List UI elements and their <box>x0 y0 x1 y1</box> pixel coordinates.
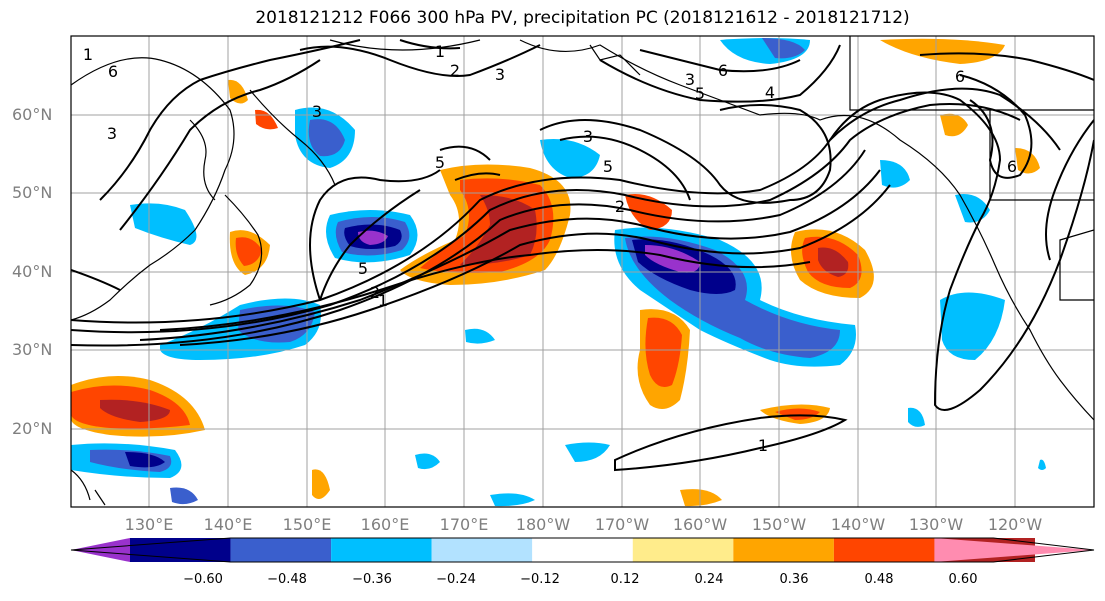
colorbar-tick-label: 0.12 <box>610 572 640 587</box>
contour-label: 1 <box>435 42 445 61</box>
contour-label: 4 <box>765 83 775 102</box>
colorbar-extend-max <box>934 538 1094 562</box>
longitude-label: 180°W <box>515 515 571 534</box>
colorbar-tick-label: −0.12 <box>520 572 560 587</box>
colorbar-segment <box>833 538 935 562</box>
latitude-label: 50°N <box>12 183 53 202</box>
contour-label: 6 <box>108 62 118 81</box>
contour-label: 1 <box>758 436 768 455</box>
contour-label: 6 <box>718 61 728 80</box>
contour-label: 5 <box>435 153 445 172</box>
colorbar-segment <box>532 538 633 562</box>
latitude-label: 20°N <box>12 419 53 438</box>
pv-contours <box>71 39 1094 472</box>
longitude-label: 150°E <box>282 515 332 534</box>
colorbar-segment <box>331 538 432 562</box>
colorbar-segment <box>733 538 834 562</box>
colorbar-segment <box>230 538 332 562</box>
latitude-label: 60°N <box>12 105 53 124</box>
contour-label: 2 <box>370 283 380 302</box>
colorbar-extend-min <box>71 538 130 562</box>
longitude-label: 130°E <box>124 515 174 534</box>
precip-shading <box>71 38 1046 507</box>
longitude-label: 130°W <box>908 515 964 534</box>
contour-label: 3 <box>312 102 322 121</box>
longitude-label: 160°E <box>360 515 410 534</box>
contour-label: 3 <box>495 65 505 84</box>
latitude-label: 30°N <box>12 340 53 359</box>
longitude-label: 150°W <box>751 515 807 534</box>
longitude-label: 140°E <box>203 515 253 534</box>
longitude-label: 160°W <box>672 515 728 534</box>
colorbar-segment <box>431 538 533 562</box>
contour-label: 1 <box>378 291 388 310</box>
colorbar <box>70 537 1095 563</box>
longitude-label: 140°W <box>830 515 886 534</box>
colorbar-tick-label: 0.60 <box>948 572 978 587</box>
colorbar-tick-label: 0.48 <box>864 572 894 587</box>
contour-label: 5 <box>603 157 613 176</box>
contour-label: 5 <box>358 259 368 278</box>
contour-label: 5 <box>695 84 705 103</box>
contour-label: 6 <box>955 67 965 86</box>
contour-label: 3 <box>685 70 695 89</box>
colorbar-tick-label: −0.24 <box>436 572 476 587</box>
contour-label: 1 <box>83 45 93 64</box>
contour-label: 2 <box>450 61 460 80</box>
map-title: 2018121212 F066 300 hPa PV, precipitatio… <box>255 8 910 28</box>
colorbar-segment <box>632 538 734 562</box>
longitude-label: 120°W <box>987 515 1043 534</box>
colorbar-tick-label: −0.36 <box>352 572 392 587</box>
map-frame <box>70 35 1095 508</box>
colorbar-tick-label: 0.36 <box>779 572 809 587</box>
contour-label: 2 <box>615 197 625 216</box>
contour-label: 3 <box>583 127 593 146</box>
colorbar-tick-label: 0.24 <box>694 572 724 587</box>
colorbar-outline <box>70 537 1095 563</box>
longitude-label: 170°W <box>594 515 650 534</box>
latitude-label: 40°N <box>12 262 53 281</box>
colorbar-tick-label: −0.48 <box>267 572 307 587</box>
longitude-label: 170°E <box>439 515 489 534</box>
contour-label: 3 <box>107 124 117 143</box>
contour-label: 6 <box>1007 157 1017 176</box>
colorbar-tick-label: −0.60 <box>183 572 223 587</box>
